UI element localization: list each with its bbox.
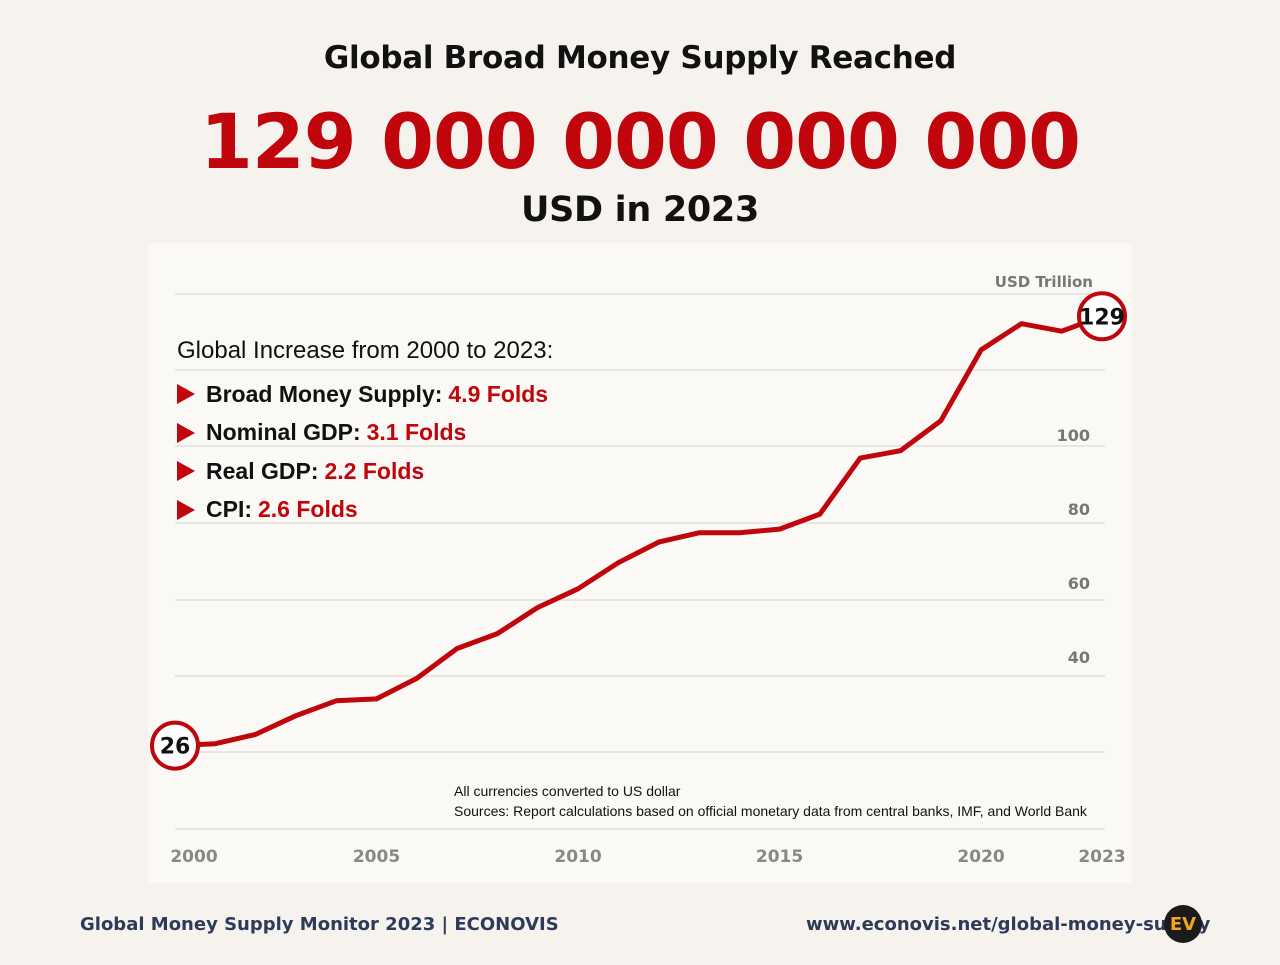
- y-tick-label: 80: [1068, 500, 1090, 519]
- chart-notes: All currencies converted to US dollar So…: [454, 781, 1087, 821]
- y-tick-label: 40: [1068, 648, 1090, 667]
- x-tick-label: 2023: [1078, 847, 1125, 867]
- stat-label: Nominal GDP:: [206, 419, 361, 446]
- x-tick-label: 2010: [554, 847, 601, 867]
- stat-row: CPI: 2.6 Folds: [177, 491, 553, 530]
- chart-panel: [148, 243, 1132, 883]
- headline: Global Broad Money Supply Reached: [323, 40, 957, 76]
- stats-heading: Global Increase from 2000 to 2023:: [177, 337, 554, 364]
- triangle-bullet-icon: [177, 461, 195, 482]
- footer-url-link[interactable]: www.econovis.net/global-money-supply: [806, 914, 1211, 935]
- start-value-circle: [150, 720, 200, 771]
- triangle-bullet-icon: [177, 384, 195, 405]
- footer-publication: Global Money Supply Monitor 2023 | ECONO…: [80, 914, 559, 935]
- money-supply-line: [172, 313, 1105, 749]
- headline-subtitle: USD in 2023: [520, 190, 760, 230]
- y-tick-label: 60: [1068, 574, 1090, 593]
- x-tick-label: 2020: [957, 847, 1004, 867]
- end-value-label: 129: [1079, 305, 1125, 330]
- econovis-logo: EV: [1164, 905, 1202, 943]
- stat-value: 4.9 Folds: [448, 380, 549, 407]
- x-tick-label: 2005: [353, 847, 400, 867]
- start-value-label: 26: [160, 735, 191, 760]
- x-tick-label: 2000: [170, 847, 217, 867]
- stat-value: 3.1 Folds: [366, 419, 467, 446]
- stat-row: Broad Money Supply: 4.9 Folds: [177, 375, 553, 414]
- end-value-circle: [1077, 291, 1127, 342]
- currency-note: All currencies converted to US dollar: [454, 783, 681, 799]
- stat-label: CPI:: [206, 496, 252, 523]
- sources-note: Sources: Report calculations based on of…: [454, 803, 1087, 819]
- stats-box: Global Increase from 2000 to 2023: Broad…: [177, 337, 553, 529]
- stat-label: Broad Money Supply:: [206, 380, 443, 407]
- y-axis-unit-label: USD Trillion: [995, 273, 1093, 291]
- headline-number: 129 000 000 000 000: [199, 97, 1081, 186]
- stat-value: 2.6 Folds: [258, 496, 358, 523]
- triangle-bullet-icon: [177, 422, 195, 443]
- stat-row: Nominal GDP: 3.1 Folds: [177, 414, 553, 453]
- triangle-bullet-icon: [177, 499, 195, 520]
- stat-label: Real GDP:: [206, 457, 319, 484]
- x-tick-label: 2015: [756, 847, 803, 867]
- stat-row: Real GDP: 2.2 Folds: [177, 452, 553, 491]
- stat-value: 2.2 Folds: [324, 457, 425, 484]
- y-tick-label: 100: [1057, 426, 1090, 445]
